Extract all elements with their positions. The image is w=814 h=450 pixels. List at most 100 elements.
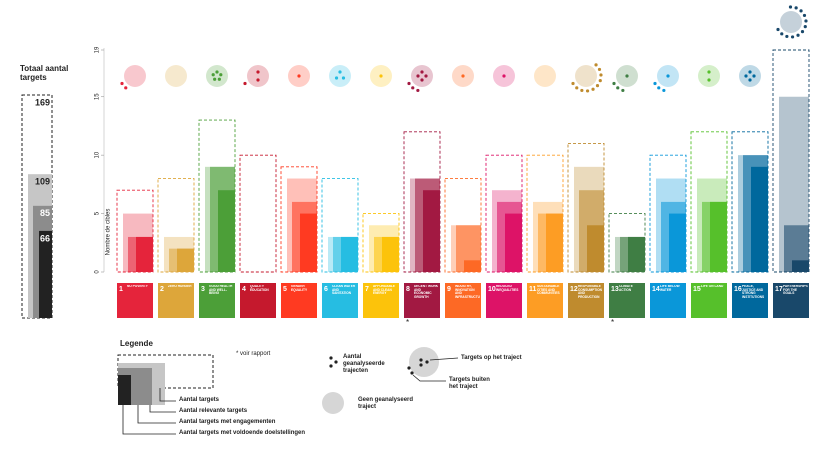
goal-name: RESPONSIBLE CONSUMPTION AND PRODUCTION [578, 285, 602, 299]
goal-number: 7 [365, 286, 369, 293]
sdg-tile [773, 283, 809, 318]
total-bar [39, 230, 52, 318]
on-track-dots [379, 74, 383, 78]
sdg-tile [650, 283, 686, 318]
goal-name-box: RESPONSIBLE CONSUMPTION AND PRODUCTION [578, 285, 602, 299]
goal-number: 6 [324, 286, 328, 293]
off-track-dot [788, 5, 793, 9]
on-track-dot [341, 76, 346, 80]
goal-name-box: LIFE ON LAND [701, 285, 724, 288]
legend-leaders [122, 388, 176, 435]
y-tick-label: 19 [95, 46, 101, 53]
on-track-dots [211, 70, 223, 81]
on-track-dots [502, 74, 506, 78]
goal-number: 13 [611, 286, 619, 293]
goal-name-box: PARTNERSHIPS FOR THE GOALS [783, 285, 808, 296]
on-track-dots [666, 74, 670, 78]
on-track-dot [707, 70, 711, 74]
on-track-dot [420, 70, 424, 74]
off-track-dot [799, 9, 803, 13]
legend-sufficient [118, 375, 131, 405]
off-track-dot [598, 79, 602, 83]
sdg-tile [404, 283, 440, 318]
goal-name: GENDER EQUALITY [291, 285, 308, 292]
sdg-tile [158, 283, 194, 318]
off-track-dot [580, 88, 584, 93]
goal-name-box: LIFE BELOW WATER [660, 285, 680, 291]
sdg-tile [281, 283, 317, 318]
on-track-dot [217, 77, 221, 81]
bar [382, 236, 399, 272]
goal-number: 4 [242, 286, 246, 293]
trajectory-circle [165, 65, 187, 87]
off-track-dot [794, 6, 798, 10]
off-track-dots [407, 81, 420, 93]
goal-name-box: AFFORDABLE AND CLEAN ENERGY [373, 285, 395, 295]
off-track-dot [416, 88, 420, 93]
goal-name: PARTNERSHIPS FOR THE GOALS [783, 285, 808, 296]
goal-name-box: SUSTAINABLE CITIES AND COMMUNITIES [537, 285, 560, 296]
off-track-dot [662, 88, 666, 93]
legend-dots-label: Aantal geanalyseerde trajecten [343, 354, 385, 374]
trajectory-circle [534, 65, 556, 87]
goal-name-box: PEACE, JUSTICE AND STRONG INSTITUTIONS [742, 285, 765, 299]
on-track-dot [334, 76, 339, 80]
off-track-dot [575, 86, 579, 90]
goal-name-box: ZERO HUNGER [168, 285, 192, 288]
on-track-dot [625, 74, 629, 78]
sdg-tile [117, 283, 153, 318]
on-track-dot [666, 74, 670, 78]
on-track-dots [297, 74, 301, 78]
off-track-dot [616, 86, 620, 90]
on-track-dot [707, 78, 711, 82]
bar [218, 190, 235, 272]
bar [751, 166, 768, 272]
trajectory-circle [206, 65, 228, 87]
on-track-dot [748, 70, 752, 74]
off-track-dot [120, 81, 124, 86]
sdg-tile [363, 283, 399, 318]
on-track-dots [416, 70, 428, 82]
on-track-dot [461, 74, 465, 78]
trajectory-circle [411, 65, 433, 87]
goal-name: INDUSTRY, INNOVATION AND INFRASTRUCTURE [455, 285, 480, 299]
legend-track-dots [407, 358, 429, 375]
off-track-dot [594, 63, 598, 67]
legend-series-label: Aantal relevante targets [179, 408, 248, 414]
on-track-dot [256, 70, 260, 74]
on-track-dots [744, 70, 756, 82]
off-track-dot [780, 32, 784, 36]
legend-none-label: Geen geanalyseerd traject [358, 397, 414, 410]
off-track-dot [657, 86, 661, 90]
total-label: 85 [40, 208, 50, 218]
off-track-dot [785, 34, 789, 39]
legend-track-circle [409, 347, 439, 377]
off-track-dots [612, 81, 625, 93]
bar [423, 190, 440, 272]
goal-name-box: NO POVERTY [127, 285, 148, 288]
goal-name: ZERO HUNGER [168, 285, 192, 288]
goal-name: SUSTAINABLE CITIES AND COMMUNITIES [537, 285, 560, 296]
total-outline [280, 166, 318, 273]
off-track-dots [571, 63, 603, 93]
goal-name: LIFE ON LAND [701, 285, 724, 288]
goal-name: PEACE, JUSTICE AND STRONG INSTITUTIONS [742, 285, 765, 299]
off-track-dot [790, 35, 795, 39]
bar [505, 213, 522, 272]
goal-number: 5 [283, 286, 287, 293]
goal-name-box: INDUSTRY, INNOVATION AND INFRASTRUCTURE [455, 285, 480, 299]
on-track-dots [461, 74, 465, 78]
bar [710, 201, 727, 272]
sdg-tile [732, 283, 768, 318]
goal-number: 3 [201, 286, 205, 293]
goal-name: CLEAN WATER AND SANITATION [332, 285, 356, 296]
on-track-dot [744, 74, 748, 78]
trajectory-circle [124, 65, 146, 87]
legend-dots [329, 356, 338, 368]
bar [341, 236, 358, 272]
goal-number: 14 [652, 286, 660, 293]
y-tick-label: 10 [95, 151, 101, 158]
sdg-tile [609, 283, 645, 318]
total-title: Totaal aantal targets [20, 64, 69, 83]
goal-number: 15 [693, 286, 701, 293]
